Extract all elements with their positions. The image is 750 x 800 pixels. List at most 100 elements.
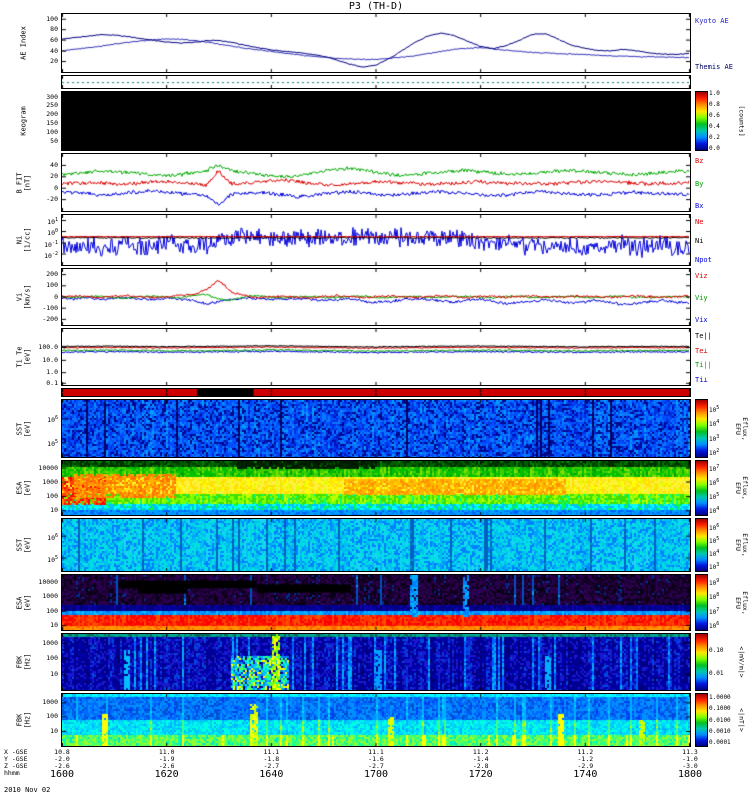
- ae-panel: [61, 13, 691, 73]
- y-axis-tick: 101: [47, 217, 58, 227]
- colorbar-unit-label: Eflux, EFU: [734, 590, 749, 615]
- y-axis-tick: 106: [47, 415, 58, 425]
- colorbar-tick: 0.6: [709, 111, 720, 119]
- fbk_e-panel: [61, 633, 691, 691]
- esa_i-plot-canvas: [62, 461, 690, 515]
- ephemeris-value: -2.9: [577, 762, 594, 770]
- ephemeris-value: -2.8: [472, 762, 489, 770]
- temp-panel: [61, 328, 691, 386]
- colorbar-tick: 105: [709, 536, 720, 546]
- colorbar-tick: 0.1000: [709, 705, 731, 713]
- colorbar-unit-label: <|nT|>: [737, 708, 746, 732]
- ni-plot-canvas: [62, 215, 690, 265]
- time-tick-label: 1640: [259, 769, 284, 780]
- colorbar-tick: 0.8: [709, 100, 720, 108]
- y-axis-tick: -100: [42, 303, 58, 312]
- sst_e-colorbar: [695, 518, 708, 572]
- row-label: hhmm: [4, 769, 20, 777]
- colorbar-unit-label: Eflux, EFU: [734, 416, 749, 441]
- ephemeris-value: -2.6: [158, 762, 175, 770]
- y-axis-tick: 10-2: [44, 250, 58, 260]
- redbar-plot-canvas: [62, 389, 690, 396]
- legend-label: Vix: [695, 316, 708, 324]
- colorbar-tick: 104: [709, 419, 720, 429]
- colorbar-tick: 107: [709, 606, 720, 616]
- colorbar-unit-label: Eflux, EFU: [734, 476, 749, 500]
- colorbar-tick: 103: [709, 433, 720, 443]
- y-axis-tick: 10000: [38, 577, 58, 586]
- ephemeris-value: -3.0: [682, 762, 698, 770]
- keogram-plot-canvas: [62, 92, 690, 150]
- y-axis-tick: 0.1: [46, 378, 58, 387]
- colorbar-tick: 103: [709, 562, 720, 572]
- y-axis-tick: 10000: [38, 463, 58, 472]
- sst_i-colorbar-canvas: [696, 400, 707, 457]
- vi-panel: [61, 268, 691, 326]
- y-axis-tick: 10: [50, 621, 58, 630]
- sst_e-colorbar-canvas: [696, 519, 707, 571]
- plot-title: P3 (TH-D): [348, 1, 404, 12]
- y-axis-tick: 1000: [42, 477, 58, 486]
- ephemeris-value: -1.8: [263, 755, 280, 763]
- colorbar-tick: 1.0: [709, 90, 720, 98]
- bfit-panel: [61, 153, 691, 212]
- y-axis-tick: 100: [46, 712, 58, 721]
- y-axis-tick: 100.0: [38, 342, 58, 351]
- fbk_b-panel: [61, 693, 691, 747]
- legend-label: Npot: [695, 256, 712, 264]
- colorbar-tick: 105: [709, 492, 720, 502]
- colorbar-unit-label: <|mV/m|>: [737, 646, 746, 678]
- colorbar-tick: 0.01: [709, 669, 724, 677]
- y-axis-tick: 105: [47, 439, 58, 449]
- colorbar-tick: 0.2: [709, 133, 720, 141]
- colorbar-tick: 106: [709, 478, 720, 488]
- colorbar-tick: 108: [709, 592, 720, 602]
- legend-label: Viz: [695, 272, 708, 280]
- legend-label: Bx: [695, 202, 704, 210]
- sst_e-panel: [61, 518, 691, 572]
- sst_e-plot-canvas: [62, 519, 690, 571]
- legend-label: By: [695, 179, 704, 188]
- y-axis-tick: 105: [47, 554, 58, 564]
- y-axis-tick: 200: [46, 110, 58, 119]
- ephemeris-value: -2.0: [54, 755, 70, 763]
- esa_e-panel: [61, 574, 691, 631]
- row-label: Z -GSE: [4, 762, 28, 770]
- temp-plot-canvas: [62, 329, 690, 385]
- time-tick-label: 1740: [573, 769, 598, 780]
- y-axis-tick: -20: [46, 195, 58, 204]
- colorbar-tick: 106: [709, 621, 720, 630]
- colorbar-tick: 104: [709, 506, 720, 516]
- strip-panel: [61, 75, 691, 89]
- colorbar-tick: 105: [709, 405, 720, 415]
- redbar-panel: [61, 388, 691, 397]
- vi-plot-canvas: [62, 269, 690, 325]
- ephemeris-value: -2.6: [54, 762, 70, 770]
- y-axis-tick: 50: [50, 136, 58, 145]
- strip-plot-canvas: [62, 76, 690, 88]
- ephemeris-value: -1.0: [682, 755, 698, 763]
- legend-label: Ne: [695, 218, 704, 226]
- y-axis-tick: 1000: [42, 639, 58, 648]
- esa_e-colorbar-canvas: [696, 575, 707, 630]
- sst_i-plot-canvas: [62, 400, 690, 457]
- legend-label: Bz: [695, 157, 704, 165]
- colorbar-tick: 102: [709, 447, 720, 457]
- colorbar-tick: 0.0010: [709, 727, 731, 735]
- esa_e-plot-canvas: [62, 575, 690, 630]
- y-axis-tick: 200: [46, 270, 58, 279]
- row-label: Y -GSE: [4, 755, 28, 763]
- time-tick-label: 1720: [468, 769, 493, 780]
- keogram-panel: [61, 91, 691, 151]
- esa_e-colorbar: [695, 574, 708, 631]
- time-tick-label: 1600: [49, 769, 75, 780]
- y-axis-tick: 40: [50, 160, 58, 169]
- y-axis-tick: 106: [47, 532, 58, 542]
- esa_i-panel: [61, 460, 691, 516]
- y-axis-tick: 80: [50, 25, 58, 34]
- colorbar-tick: 107: [709, 463, 720, 473]
- esa_i-colorbar: [695, 460, 708, 516]
- legend-label: Viy: [695, 294, 708, 302]
- fbk_e-colorbar: [695, 633, 708, 691]
